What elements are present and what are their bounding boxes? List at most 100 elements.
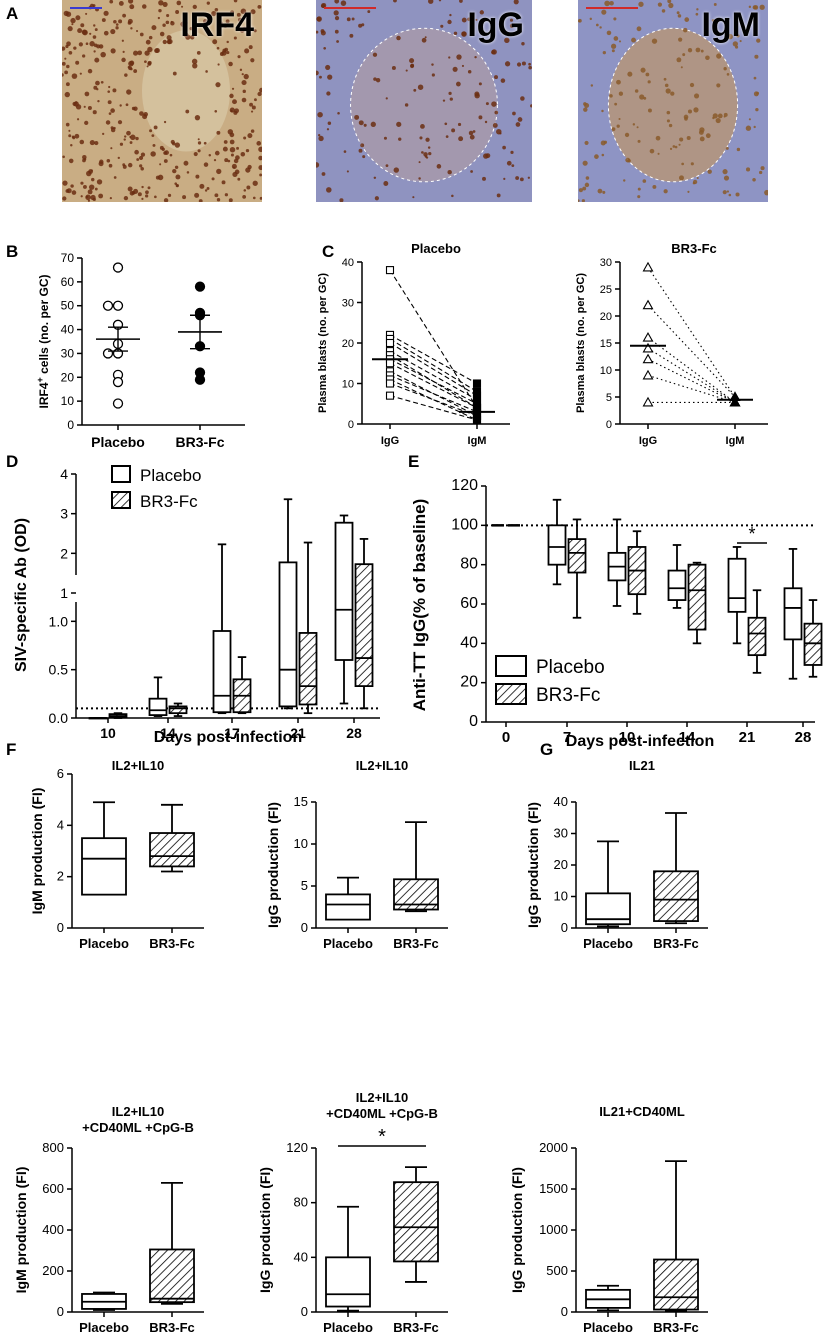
stained-cell — [421, 37, 427, 43]
stained-cell — [316, 30, 319, 34]
legend-label-br3fc: BR3-Fc — [536, 685, 600, 706]
stained-cell — [647, 108, 652, 113]
stained-cell — [584, 140, 589, 145]
stained-cell — [672, 145, 676, 148]
stained-cell — [512, 111, 516, 116]
stained-cell — [250, 129, 255, 133]
stained-cell — [192, 4, 197, 10]
significance-marker: * — [748, 524, 755, 544]
stained-cell — [221, 180, 226, 185]
germinal-center — [350, 28, 498, 182]
stained-cell — [115, 23, 119, 26]
y-tick-label: 20 — [600, 311, 612, 323]
stained-cell — [133, 69, 138, 73]
box — [567, 538, 587, 574]
stained-cell — [409, 63, 415, 69]
stained-cell — [745, 125, 752, 131]
stained-cell — [521, 42, 525, 46]
stained-cell — [182, 195, 187, 200]
y-tick-label: 4 — [60, 466, 68, 482]
chart-title: BR3-Fc — [671, 241, 717, 256]
x-tick-label: Placebo — [583, 1320, 633, 1335]
y-tick-label: 80 — [294, 1195, 308, 1210]
x-tick-label: Placebo — [79, 936, 129, 951]
y-tick-label: 1.0 — [49, 613, 69, 629]
stained-cell — [129, 4, 135, 10]
stained-cell — [456, 54, 462, 60]
stained-cell — [418, 177, 421, 180]
stained-cell — [618, 91, 624, 96]
box — [653, 1258, 699, 1311]
stained-cell — [687, 190, 690, 193]
stained-cell — [760, 166, 765, 171]
stained-cell — [604, 0, 610, 7]
stained-cell — [520, 96, 525, 101]
stained-cell — [252, 180, 258, 186]
stained-cell — [149, 129, 153, 133]
pair-line — [389, 269, 478, 409]
stained-cell — [231, 163, 237, 169]
box — [325, 1256, 371, 1308]
stained-cell — [128, 0, 134, 4]
stained-cell — [449, 97, 453, 101]
stained-cell — [92, 110, 97, 115]
stained-cell — [144, 50, 150, 56]
stained-cell — [89, 139, 95, 146]
stained-cell — [175, 174, 181, 180]
stained-cell — [194, 192, 200, 198]
stained-cell — [253, 98, 257, 102]
stained-cell — [459, 0, 463, 3]
data-point — [112, 300, 124, 311]
stained-cell — [227, 159, 231, 163]
stained-cell — [190, 35, 195, 40]
stained-cell — [363, 123, 367, 127]
stained-cell — [150, 151, 156, 157]
stained-cell — [241, 73, 244, 76]
stained-cell — [333, 10, 339, 16]
stained-cell — [452, 66, 458, 72]
stained-cell — [334, 29, 339, 34]
stained-cell — [470, 170, 473, 173]
stained-cell — [618, 117, 621, 121]
micrograph-igg: IgG — [316, 0, 532, 202]
stained-cell — [326, 128, 330, 131]
stained-cell — [208, 153, 212, 157]
stained-cell — [91, 177, 95, 182]
stained-cell — [170, 139, 175, 145]
stained-cell — [756, 38, 761, 43]
stained-cell — [602, 51, 606, 55]
stained-cell — [373, 176, 377, 180]
stained-cell — [181, 5, 184, 8]
stained-cell — [109, 0, 114, 4]
panel-g2-chart: IL21+CD40ML 0 500 1000 1500 2000 IgG productio… — [509, 1104, 708, 1335]
stained-cell — [122, 163, 126, 167]
stained-cell — [727, 33, 733, 40]
stained-cell — [151, 134, 155, 138]
stained-cell — [258, 155, 262, 161]
stained-cell — [130, 134, 136, 141]
panel-f4-chart: IL2+IL10+CD40ML +CpG-B 0 40 80 120 IgG produc… — [257, 1090, 448, 1335]
stained-cell — [134, 149, 139, 155]
stained-cell — [491, 34, 494, 37]
stained-cell — [62, 61, 66, 66]
legend-label-placebo: Placebo — [536, 657, 605, 678]
stained-cell — [504, 37, 510, 44]
stained-cell — [661, 9, 666, 13]
stained-cell — [723, 67, 727, 71]
stained-cell — [753, 76, 757, 80]
stained-cell — [151, 25, 157, 31]
stained-cell — [224, 193, 229, 197]
igg-point — [642, 299, 654, 310]
stained-cell — [242, 195, 247, 199]
stained-cell — [233, 158, 239, 164]
box — [81, 837, 127, 896]
stained-cell — [123, 195, 129, 201]
stained-cell — [234, 108, 240, 114]
stained-cell — [351, 17, 355, 21]
y-tick-label: 15 — [294, 794, 308, 809]
stained-cell — [110, 108, 115, 113]
stained-cell — [519, 177, 524, 182]
stained-cell — [666, 119, 670, 123]
stained-cell — [80, 195, 83, 198]
